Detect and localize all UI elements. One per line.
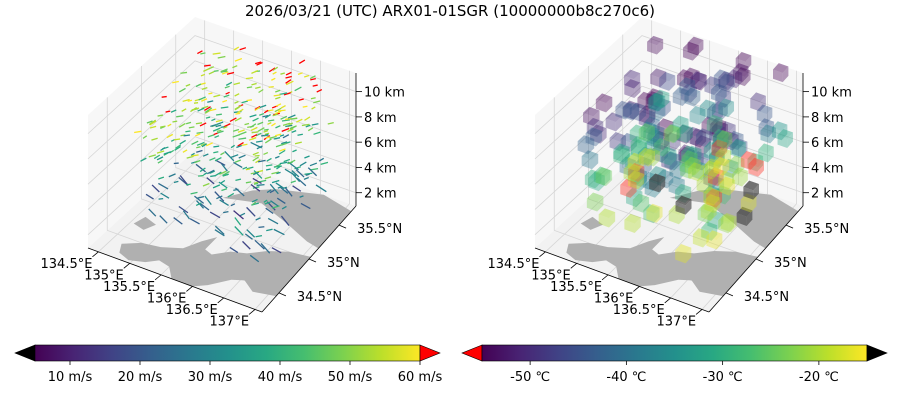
wind-arrow [208,93,212,94]
wind-arrow [216,114,222,115]
colorbar [35,345,420,361]
colorbar [482,345,867,361]
wind-arrow [303,106,308,107]
x-tick-label: 137°E [210,314,250,329]
x-tick [633,286,639,291]
x-tick-label: 137°E [657,314,697,329]
wind-arrow [185,131,190,132]
wind-arrow [269,87,274,88]
colorbar-extend-under [15,345,35,361]
wind-arrow [246,78,253,79]
wind-arrow [180,72,187,73]
z-tick-label: 4 km [364,161,397,176]
y-tick-label: 35°N [774,256,807,271]
wind-arrow [274,95,281,96]
wind-arrow [235,113,240,114]
x-tick [124,263,130,268]
colorbar-tick-label: -30 ℃ [703,370,743,385]
y-tick [309,259,316,262]
wind-arrow [255,155,260,156]
wind-arrow [246,182,251,183]
wind-arrow [166,111,171,112]
colorbar-extend-over [420,345,440,361]
z-tick-label: 2 km [811,187,844,202]
y-tick-label: 34.5°N [744,290,789,305]
figure-title: 2026/03/21 (UTC) ARX01-01SGR (10000000b8… [0,2,900,20]
colorbar-tick-label: -40 ℃ [606,370,646,385]
wind-arrow [278,110,286,111]
x-tick [696,309,702,314]
z-tick-label: 10 km [364,86,405,101]
z-tick-label: 6 km [811,136,844,151]
z-tick-label: 2 km [364,187,397,202]
y-tick [339,225,346,228]
z-tick-label: 10 km [811,86,852,101]
y-tick-label: 35.5°N [804,222,849,237]
wind-arrow [162,97,167,98]
y-tick [786,225,793,228]
wind-arrow [247,100,252,101]
x-tick [249,309,255,314]
x-tick [665,298,671,303]
x-tick [539,252,545,257]
colorbar-tick-label: 30 m/s [188,370,233,385]
wind-arrow [247,87,252,88]
x-tick [602,275,608,280]
wind-arrow [246,169,250,170]
z-tick-label: 8 km [811,111,844,126]
colorbar-tick-label: 10 m/s [48,370,93,385]
wind-arrow [184,135,190,136]
y-tick [726,293,733,296]
z-tick-label: 4 km [811,161,844,176]
z-tick-label: 8 km [364,111,397,126]
y-tick-label: 35.5°N [357,222,402,237]
z-tick-label: 6 km [364,136,397,151]
wind-arrow [258,227,264,228]
colorbar-tick-label: -50 ℃ [510,370,550,385]
wind-arrow [213,146,219,147]
wind-arrow [159,199,164,200]
x-tick [186,286,192,291]
y-tick-label: 34.5°N [297,290,342,305]
wind-arrow [198,175,204,176]
panel-temperature: 134.5°E135°E135.5°E136°E136.5°E137°E34.5… [462,17,887,385]
x-tick [155,275,161,280]
colorbar-tick-label: 40 m/s [258,370,303,385]
x-tick [92,252,98,257]
wind-arrow [186,184,191,185]
wind-arrow [214,71,219,72]
colorbar-tick-label: 50 m/s [328,370,373,385]
colorbar-tick-label: 60 m/s [398,370,443,385]
wind-arrow [264,129,269,130]
colorbar-tick-label: 20 m/s [118,370,163,385]
x-tick [218,298,224,303]
panel-wind: 134.5°E135°E135.5°E136°E136.5°E137°E34.5… [15,17,442,385]
colorbar-extend-over [867,345,887,361]
colorbar-extend-under [462,345,482,361]
x-tick [571,263,577,268]
colorbar-tick-label: -20 ℃ [799,370,839,385]
wind-arrow [290,118,297,119]
y-tick [756,259,763,262]
wind-arrow [257,185,265,186]
y-tick [279,293,286,296]
wind-arrow [172,121,177,122]
y-tick-label: 35°N [327,256,360,271]
